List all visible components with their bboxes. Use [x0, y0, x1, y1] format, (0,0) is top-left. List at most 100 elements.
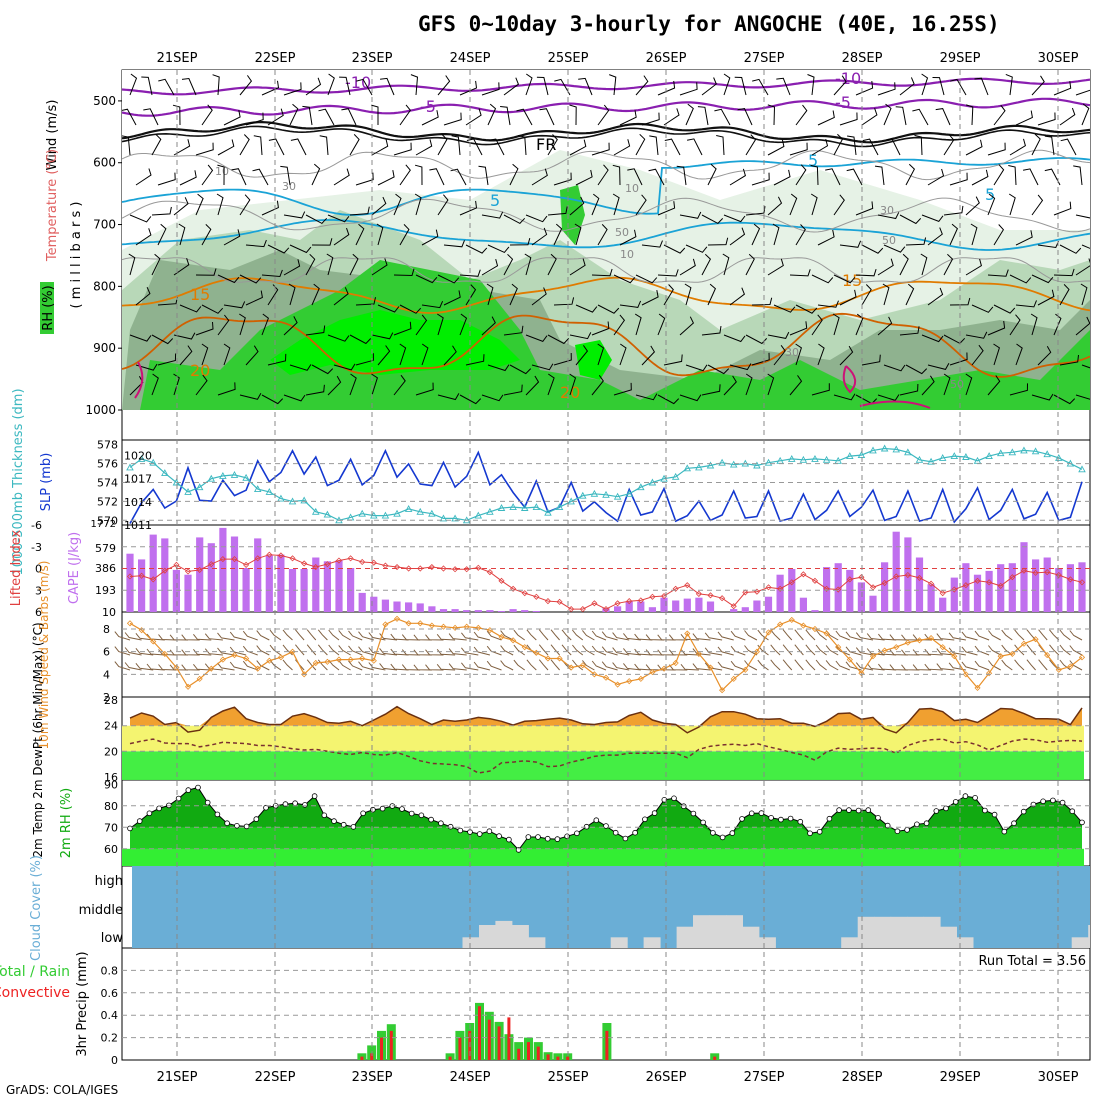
li-point [881, 579, 888, 587]
surface-wind-barb [242, 630, 258, 641]
wind-barb [635, 75, 649, 96]
surface-wind-barb [538, 659, 549, 671]
contour-label: 30 [785, 346, 799, 359]
wind-speed-point [823, 630, 830, 637]
wind-barb [201, 224, 212, 246]
surface-wind-barb [146, 663, 165, 671]
wind-barb [1009, 274, 1032, 284]
wind-barb [707, 283, 717, 306]
slp-ytick-right: 1017 [124, 473, 152, 486]
surface-wind-barb [1069, 630, 1083, 641]
wind-barb [1037, 289, 1055, 306]
li-point [324, 561, 331, 568]
wind-barb [899, 383, 919, 396]
cape-bar [892, 531, 900, 612]
wind-speed-point [939, 644, 946, 651]
rh2m-point [292, 800, 298, 806]
wind-barb [943, 253, 954, 276]
wind-barb [517, 135, 527, 156]
cloud-low-bar [890, 916, 908, 948]
surface-wind-barb [348, 645, 363, 656]
surface-wind-barb [1026, 659, 1036, 671]
wind-barb [239, 134, 250, 156]
wind-barb [1075, 89, 1090, 96]
wind-barb [341, 108, 357, 126]
wind-barb [217, 382, 236, 396]
rh2m-ylabel: 2m RH (%) [59, 788, 74, 859]
rh2m-point [515, 847, 522, 853]
contour-plus5-upper [122, 157, 1090, 216]
wind-barb [597, 104, 610, 126]
wind-barb [575, 169, 593, 186]
surface-wind-barb [901, 649, 920, 656]
surface-wind-barb [601, 661, 618, 671]
rh2m-point [234, 822, 240, 829]
wind-barb [971, 304, 994, 313]
thickness-point [1043, 450, 1051, 458]
surface-wind-barb [401, 664, 421, 671]
wind-barb [970, 223, 978, 246]
wind-barb [877, 82, 896, 96]
cape-bar [730, 609, 738, 612]
rh2m-point [574, 830, 580, 837]
wind-barb [503, 325, 524, 336]
wind-speed-point [997, 653, 1004, 660]
wind-barb [833, 133, 844, 156]
wind-barb [943, 134, 955, 156]
wind-barb [767, 373, 775, 396]
wind-barb [443, 290, 461, 306]
wind-barb [415, 314, 428, 336]
precip-convective-bar [517, 1048, 521, 1060]
wind-barb [569, 139, 587, 156]
precip-convective-bar [487, 1019, 491, 1060]
wind-barb [481, 258, 499, 276]
li-point [370, 559, 377, 566]
wind-barb [1081, 244, 1090, 249]
surface-wind-barb [924, 663, 943, 671]
cape-bar [1078, 562, 1086, 612]
rh2m-point [943, 805, 949, 812]
wind-speed-point [556, 655, 563, 662]
li-point [243, 561, 250, 568]
date-label-top: 27SEP [744, 51, 785, 66]
thickness-point [671, 472, 680, 480]
cloud-low-bar [956, 937, 974, 948]
surface-wind-barbs [114, 629, 1083, 671]
panel-frame-slp [121, 439, 1091, 526]
wind-barb [807, 74, 815, 96]
cape-bar [439, 609, 448, 612]
wind-barb [217, 164, 225, 186]
surface-wind-barb [124, 632, 142, 641]
surface-wind-barb [680, 648, 699, 656]
wind-speed-point [359, 655, 366, 662]
wind-barb [612, 164, 621, 186]
wind-barb [465, 108, 482, 126]
wind-barb [993, 343, 1000, 366]
li-point [266, 551, 273, 558]
thickness-point [822, 455, 831, 463]
page-title: GFS 0~10day 3-hourly for ANGOCHE (40E, 1… [418, 12, 1000, 36]
wind-barb [410, 74, 419, 96]
contour-label: 50 [882, 234, 896, 247]
wind-barb [267, 244, 290, 254]
surface-wind-barb [217, 632, 235, 641]
wind-barb [1053, 268, 1075, 277]
surface-wind-barb [473, 631, 491, 641]
slp-ytick-right: 1014 [124, 496, 152, 509]
wind-speed-point [858, 670, 865, 677]
wind-barb [415, 139, 433, 156]
wind-barb [547, 206, 568, 216]
cape-bar [869, 595, 877, 612]
cape-bar [764, 596, 773, 612]
wind-barb [685, 364, 708, 372]
wind-barb [723, 73, 731, 96]
cloud-low-bar [758, 937, 776, 948]
wind-barb [921, 214, 944, 223]
wind-barb [723, 334, 746, 343]
wind-barb [619, 300, 642, 308]
precip-convective-bar [536, 1046, 540, 1060]
li-point [173, 561, 180, 568]
surface-wind-barb [425, 664, 444, 671]
surface-wind-barb [229, 631, 247, 641]
wind-barb [399, 104, 412, 126]
